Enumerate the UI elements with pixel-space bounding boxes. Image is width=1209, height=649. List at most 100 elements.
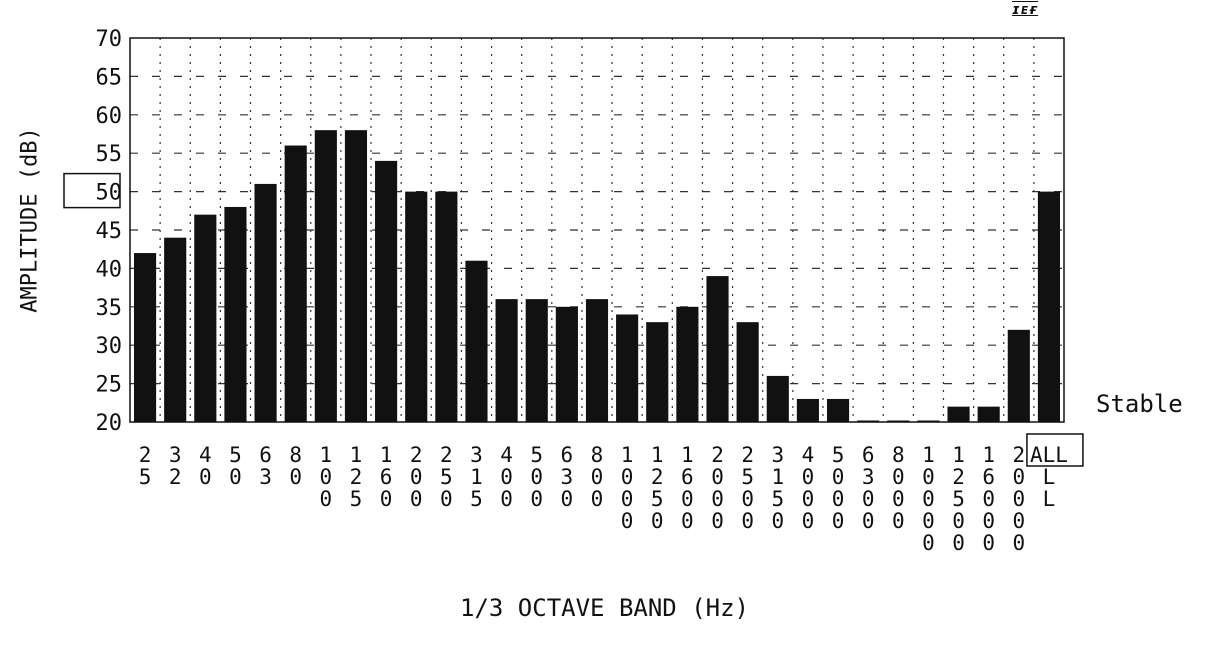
x-tick-label: 0 — [621, 487, 634, 511]
y-tick-label: 20 — [96, 411, 123, 436]
x-tick-label: 0 — [952, 509, 965, 533]
x-tick-label: 0 — [771, 509, 784, 533]
x-tick-label: 0 — [591, 487, 604, 511]
x-tick-label: 5 — [952, 487, 965, 511]
bar — [796, 398, 819, 422]
grid-lines — [130, 38, 1064, 422]
x-tick-label: 0 — [711, 465, 724, 489]
x-tick-label: 0 — [892, 465, 905, 489]
x-tick-label: 4 — [500, 443, 513, 467]
bar — [676, 306, 699, 422]
bar — [616, 314, 639, 422]
bar — [314, 130, 337, 422]
bar — [495, 299, 518, 422]
x-tick-label: 5 — [470, 487, 483, 511]
y-tick-label: 35 — [96, 296, 123, 321]
x-tick-label: 5 — [832, 443, 845, 467]
bar — [194, 214, 217, 422]
y-tick-highlight-box — [63, 172, 121, 209]
x-tick-label: 0 — [621, 465, 634, 489]
x-tick-label: 2 — [1012, 443, 1025, 467]
x-tick-label: 8 — [892, 443, 905, 467]
x-tick-label: 2 — [139, 443, 152, 467]
x-tick-label: 0 — [199, 465, 212, 489]
x-tick-label: 0 — [320, 465, 333, 489]
x-tick-label: 0 — [922, 487, 935, 511]
bar — [555, 306, 578, 422]
x-tick-label: 8 — [591, 443, 604, 467]
x-axis-title: 1/3 OCTAVE BAND (Hz) — [460, 594, 749, 622]
x-tick-label: 0 — [802, 487, 815, 511]
bar — [284, 145, 307, 422]
y-tick-label: 25 — [96, 373, 123, 398]
x-tick-label: 5 — [139, 465, 152, 489]
bar — [646, 322, 669, 422]
x-tick-label: 5 — [771, 487, 784, 511]
x-tick-label: 3 — [771, 443, 784, 467]
x-tick-label: L — [1043, 465, 1056, 489]
bar — [435, 191, 458, 422]
x-tick-label: 0 — [681, 509, 694, 533]
x-tick-label: 0 — [651, 509, 664, 533]
x-tick-label: 0 — [922, 509, 935, 533]
x-tick-label: 2 — [741, 443, 754, 467]
x-tick-label: 0 — [410, 465, 423, 489]
y-tick-label: 50 — [96, 181, 123, 206]
bar — [1007, 329, 1030, 422]
x-tick-label: 0 — [862, 509, 875, 533]
y-tick-label: 55 — [96, 142, 123, 167]
x-tick-label: 6 — [380, 465, 393, 489]
x-tick-label: 1 — [681, 443, 694, 467]
x-tick-label: 6 — [681, 465, 694, 489]
bar — [224, 206, 247, 422]
bar — [465, 260, 488, 422]
x-tick-label: 2 — [711, 443, 724, 467]
x-tick-label: 0 — [832, 465, 845, 489]
bar — [134, 253, 157, 422]
bar — [766, 375, 789, 422]
x-tick-label: 2 — [440, 443, 453, 467]
x-tick-label: 0 — [380, 487, 393, 511]
x-tick-label: 3 — [169, 443, 182, 467]
x-tick-label: 1 — [380, 443, 393, 467]
x-tick-label: 0 — [802, 465, 815, 489]
x-tick-label: 0 — [561, 487, 574, 511]
x-tick-label: 2 — [169, 465, 182, 489]
bar — [736, 322, 759, 422]
x-tick-label: 5 — [741, 465, 754, 489]
y-tick-label: 30 — [96, 334, 123, 359]
bar — [344, 130, 368, 422]
x-tick-label: 0 — [320, 487, 333, 511]
x-tick-label: 0 — [229, 465, 242, 489]
x-tick-label: 0 — [892, 487, 905, 511]
x-tick-label: 0 — [892, 509, 905, 533]
x-tick-label: 1 — [320, 443, 333, 467]
y-tick-label: 70 — [96, 27, 123, 52]
brand-mark: ɪᴇғ — [1012, 2, 1039, 18]
bar — [826, 398, 850, 422]
x-tick-label: 1 — [982, 443, 995, 467]
x-tick-label: 0 — [741, 487, 754, 511]
x-tick-label: 2 — [410, 443, 423, 467]
bar — [254, 183, 277, 422]
x-tick-label: 0 — [1012, 465, 1025, 489]
bars — [134, 130, 1060, 422]
x-tick-label: 1 — [922, 443, 935, 467]
x-tick-label: 0 — [982, 487, 995, 511]
x-tick-label: 0 — [530, 465, 543, 489]
x-tick-label: 0 — [681, 487, 694, 511]
plot-border — [129, 37, 1065, 423]
x-tick-label: 0 — [410, 487, 423, 511]
x-tick-label: 4 — [802, 443, 815, 467]
x-tick-label: 1 — [621, 443, 634, 467]
x-tick-label: ALL — [1030, 443, 1068, 467]
x-tick-label: 0 — [530, 487, 543, 511]
y-axis-title: AMPLITUDE (dB) — [17, 127, 43, 313]
bar — [164, 237, 187, 422]
bar — [706, 276, 729, 422]
x-tick-label: 8 — [289, 443, 302, 467]
x-tick-label: 0 — [440, 487, 453, 511]
x-tick-label: 1 — [952, 443, 965, 467]
status-label: Stable — [1096, 390, 1183, 418]
